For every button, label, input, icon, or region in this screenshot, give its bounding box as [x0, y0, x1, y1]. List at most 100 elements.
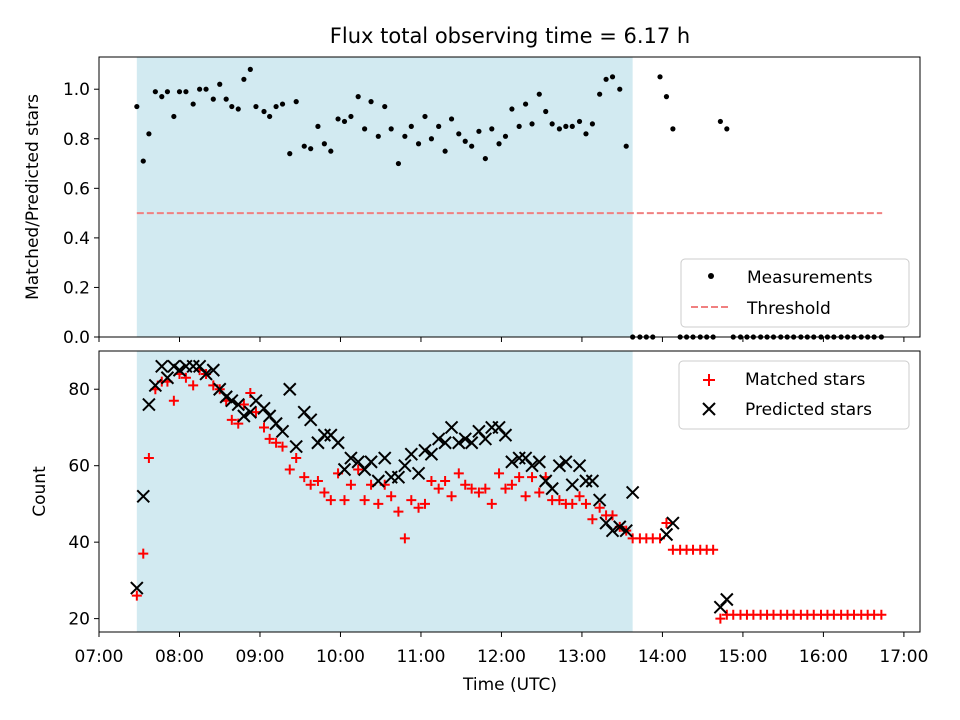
- matched-star-point: [238, 399, 249, 410]
- measurement-point: [235, 106, 241, 112]
- ratio-y-ticks: 0.0 0.2 0.4 0.6 0.8 1.0: [63, 80, 99, 348]
- matched-star-point: [466, 483, 477, 494]
- predicted-star-point: [552, 458, 567, 473]
- x-tick-label: 07:00: [75, 647, 124, 667]
- matched-star-point: [480, 483, 491, 494]
- matched-star-point: [259, 422, 270, 433]
- count-y-ticks: 20 40 60 80: [68, 380, 99, 630]
- measurement-point: [569, 123, 575, 129]
- x-tick-label: 13:00: [557, 647, 606, 667]
- measurement-point: [159, 94, 165, 100]
- matched-star-point: [580, 498, 591, 509]
- predicted-star-point: [498, 428, 513, 442]
- predicted-star-point: [303, 413, 318, 427]
- x-tick-label: 08:00: [155, 647, 204, 667]
- count-panel-frame: [98, 350, 921, 633]
- measurement-point: [134, 103, 140, 110]
- ratio-panel-frame: [98, 56, 921, 338]
- matched-star-point: [426, 475, 437, 486]
- measurement-point: [355, 94, 361, 100]
- predicted-star-point: [337, 462, 352, 477]
- predicted-star-point: [243, 405, 258, 419]
- measurement-point: [348, 113, 354, 120]
- measurement-point: [603, 76, 609, 82]
- matched-star-point: [486, 498, 497, 509]
- legend-predicted-label: Predicted stars: [745, 400, 872, 420]
- matched-star-point: [399, 533, 410, 544]
- predicted-star-point: [172, 363, 187, 377]
- matched-star-point: [188, 380, 199, 391]
- ratio-y-tick-label: 0.0: [63, 328, 90, 348]
- predicted-star-point: [431, 432, 446, 446]
- matched-star-point: [143, 453, 154, 464]
- measurement-point: [536, 91, 542, 97]
- measurement-point: [267, 113, 273, 120]
- measurement-point: [388, 126, 394, 132]
- predicted-star-point: [411, 466, 426, 481]
- measurement-point: [408, 123, 414, 129]
- measurement-point: [549, 121, 555, 127]
- measurement-point: [197, 86, 203, 92]
- measurement-point: [140, 158, 146, 164]
- ratio-y-tick-label: 0.2: [63, 278, 90, 298]
- measurement-point: [176, 89, 183, 95]
- predicted-star-point: [231, 397, 245, 412]
- count-y-tick-label: 20: [68, 610, 90, 630]
- measurement-point: [395, 160, 402, 167]
- matched-star-point: [494, 468, 505, 479]
- predicted-star-point: [142, 397, 156, 412]
- predicted-star-point: [160, 371, 175, 385]
- measurement-point: [190, 101, 196, 107]
- observing-window-band: [136, 351, 633, 632]
- matched-star-point: [406, 495, 417, 506]
- measurement-point: [502, 133, 509, 139]
- predicted-star-point: [458, 432, 472, 446]
- predicted-star-point: [331, 436, 345, 450]
- matched-star-point: [500, 483, 511, 494]
- matched-star-point: [353, 464, 364, 475]
- predicted-star-point: [424, 447, 439, 461]
- x-tick-label: 17:00: [879, 647, 928, 667]
- matched-star-point: [473, 487, 484, 498]
- measurement-point: [583, 131, 589, 137]
- predicted-star-point: [613, 520, 627, 534]
- matched-star-point: [453, 468, 464, 479]
- measurement-point: [287, 151, 293, 157]
- measurement-point: [448, 116, 455, 122]
- matched-star-point: [433, 483, 444, 494]
- predicted-star-point: [364, 455, 378, 469]
- predicted-star-point: [186, 359, 200, 374]
- predicted-star-point: [371, 474, 386, 488]
- measurement-point: [382, 103, 388, 110]
- matched-star-point: [305, 479, 316, 490]
- measurement-point: [576, 118, 583, 125]
- matched-star-point: [312, 475, 323, 486]
- measurement-point: [469, 143, 475, 149]
- measurement-point: [724, 126, 730, 132]
- measurement-point: [462, 138, 468, 144]
- measurement-point: [556, 126, 563, 132]
- matched-star-point: [534, 487, 545, 498]
- x-tick-label: 11:00: [396, 647, 445, 667]
- legend-predicted-marker: [702, 402, 716, 416]
- predicted-star-point: [444, 420, 459, 435]
- ratio-y-tick-label: 1.0: [63, 80, 90, 100]
- measurement-point: [597, 91, 603, 97]
- measurement-point: [335, 116, 341, 122]
- predicted-star-point: [625, 485, 640, 500]
- matched-star-point: [554, 495, 565, 506]
- count-y-tick-label: 60: [68, 457, 90, 477]
- matched-star-point: [138, 548, 149, 559]
- predicted-star-point: [478, 432, 493, 446]
- predicted-star-point: [148, 378, 163, 393]
- predicted-star-point: [418, 443, 432, 458]
- predicted-star-point: [155, 359, 169, 374]
- count-panel: 20 40 60 80 07:00 08:00 09:00 10:00 11:00 12:00 1…: [30, 350, 928, 695]
- measurement-point: [203, 86, 209, 92]
- predicted-star-point: [398, 458, 412, 473]
- matched-stars-points: [131, 365, 887, 624]
- matched-star-point: [277, 441, 288, 452]
- predicted-star-point: [167, 359, 181, 374]
- matched-star-point: [506, 479, 517, 490]
- measurement-point: [293, 99, 299, 105]
